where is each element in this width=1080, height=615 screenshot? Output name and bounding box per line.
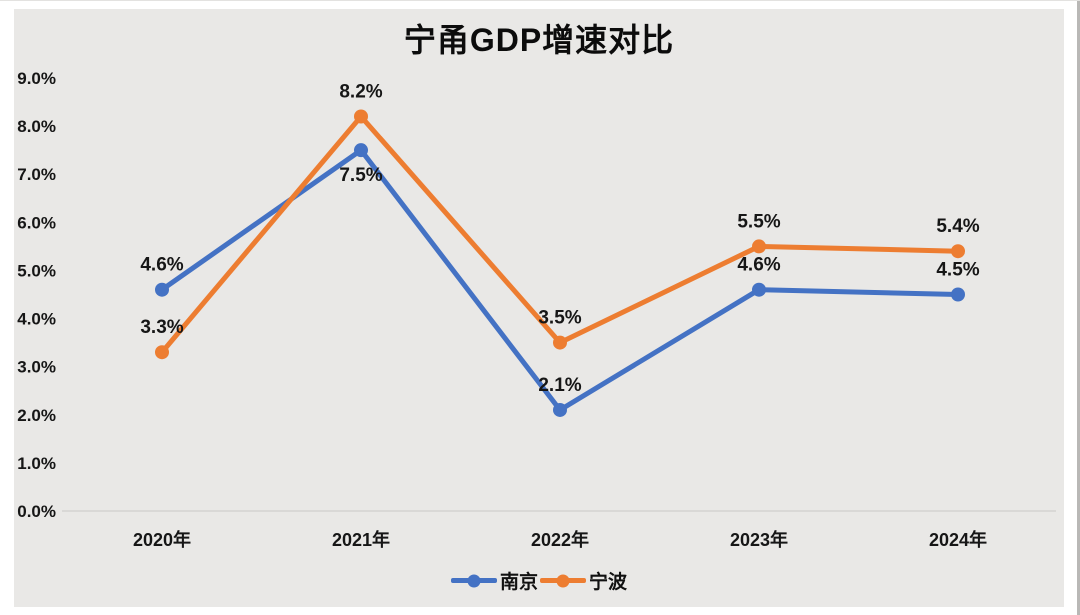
photo-right-edge	[1077, 1, 1080, 615]
legend-dot-icon	[467, 574, 481, 587]
chart-legend: 南京 宁波	[14, 567, 1064, 594]
legend-item-ningbo: 宁波	[540, 567, 627, 594]
legend-label-nanjing: 南京	[499, 572, 538, 593]
legend-line-marker-icon	[450, 574, 497, 587]
legend-dot-icon	[556, 574, 570, 587]
legend-line-marker-icon	[540, 574, 586, 587]
legend-label-ningbo: 宁波	[589, 572, 628, 593]
chart-panel	[14, 9, 1064, 607]
legend-item-nanjing: 南京	[450, 567, 538, 594]
chart-title: 宁甬GDP增速对比	[403, 22, 675, 58]
